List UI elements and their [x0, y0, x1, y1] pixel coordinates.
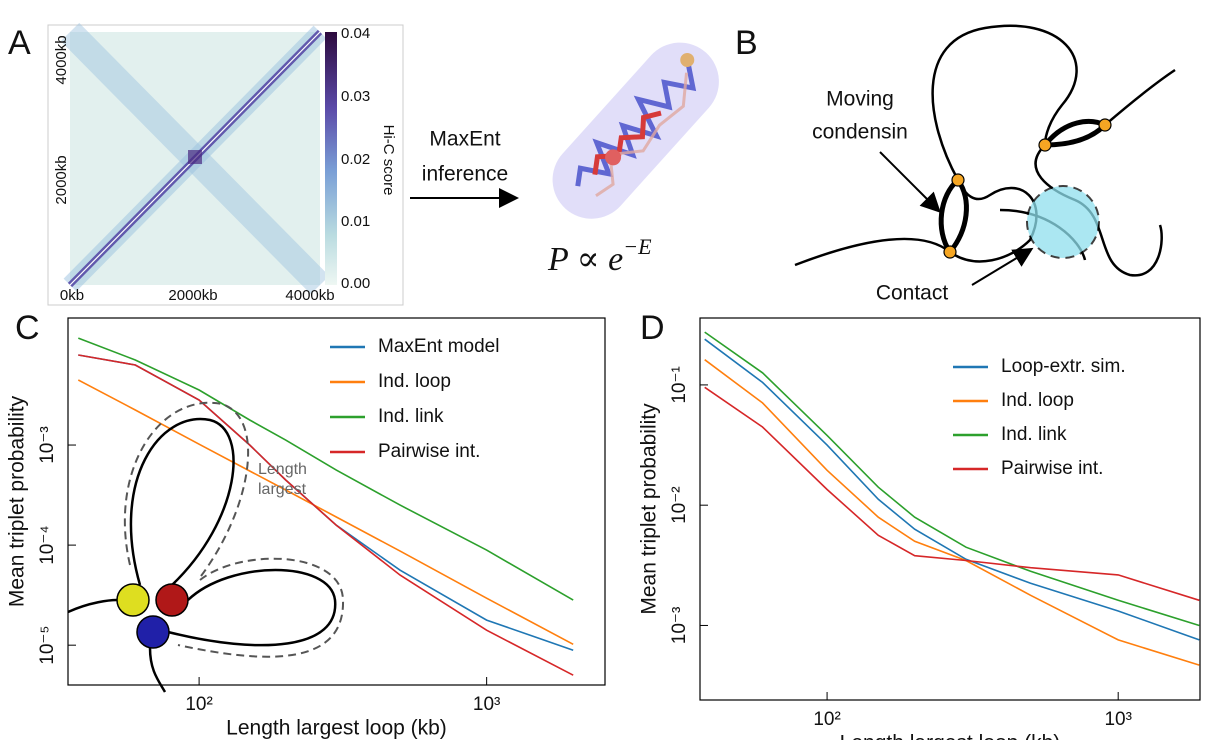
- polymer-cartoon: [794, 24, 1176, 277]
- y-tick-label: 10⁻³: [669, 607, 690, 645]
- heatmap-y-label: 2000kb: [53, 155, 70, 204]
- colorbar-label: Hi-C score: [380, 125, 397, 196]
- series-line: [77, 379, 574, 646]
- legend-label: Pairwise int.: [378, 441, 480, 462]
- series-line: [704, 386, 1200, 602]
- y-tick-label: 10⁻⁵: [37, 626, 58, 665]
- colorbar-tick: 0.01: [341, 213, 370, 230]
- series-line: [78, 354, 574, 651]
- plot-frame: [67, 317, 606, 686]
- y-axis-label: Mean triplet probability: [638, 403, 661, 615]
- colorbar-tick: 0.02: [341, 151, 370, 168]
- annotation: Moving: [826, 88, 894, 111]
- x-tick-label: 10³: [1104, 709, 1131, 730]
- condensin: [943, 118, 1112, 259]
- legend-label: MaxEnt model: [378, 336, 499, 357]
- panel-label: C: [15, 309, 40, 347]
- heatmap-x-label: 4000kb: [285, 287, 334, 304]
- legend-label: Ind. link: [378, 406, 444, 427]
- x-tick-label: 10³: [473, 694, 500, 715]
- heatmap-x-label: 0kb: [60, 287, 84, 304]
- series-line: [704, 338, 1200, 641]
- heatmap-y-label: 4000kb: [53, 35, 70, 84]
- legend-label: Pairwise int.: [1001, 458, 1103, 479]
- series-line: [704, 331, 1200, 627]
- arrow-label: MaxEnt: [429, 128, 500, 151]
- legend-label: Ind. loop: [378, 371, 451, 392]
- heatmap-x-label: 2000kb: [168, 287, 217, 304]
- panel-label: A: [8, 24, 31, 62]
- series-line: [78, 354, 574, 676]
- x-axis-label: Length largest loop (kb): [226, 717, 447, 740]
- y-tick-label: 10⁻¹: [669, 366, 690, 404]
- x-tick-label: 10²: [813, 709, 840, 730]
- inset-label: Length: [258, 461, 307, 478]
- series-line: [78, 337, 574, 601]
- y-axis-label: Mean triplet probability: [6, 395, 29, 607]
- colorbar-tick: 0.03: [341, 88, 370, 105]
- arrow: [879, 151, 941, 213]
- y-tick-label: 10⁻²: [669, 486, 690, 524]
- plot-frame: [699, 317, 1201, 701]
- legend-label: Ind. link: [1001, 424, 1067, 445]
- inset-loops: [67, 401, 345, 693]
- series-line: [704, 359, 1200, 666]
- inset-label: largest: [258, 481, 307, 498]
- x-axis-label: Length largest loop (kb): [840, 732, 1061, 740]
- annotation: condensin: [812, 121, 908, 144]
- molecule: [552, 42, 719, 219]
- y-tick-label: 10⁻³: [37, 426, 58, 464]
- x-tick-label: 10²: [185, 694, 212, 715]
- contact-circle: [1026, 185, 1100, 259]
- y-tick-label: 10⁻⁴: [37, 525, 58, 564]
- panel-label: B: [735, 24, 758, 62]
- colorbar-tick: 0.00: [341, 275, 370, 292]
- charts: 10² 10³ 10⁻³ 10⁻⁴ 10⁻⁵ Length largest loop (k…: [6, 317, 1201, 740]
- legend-label: Ind. loop: [1001, 390, 1074, 411]
- arrow: [971, 247, 1034, 286]
- legend-label: Loop-extr. sim.: [1001, 356, 1126, 377]
- panel-label: D: [640, 309, 665, 347]
- annotation: Contact: [876, 282, 949, 305]
- arrow-label: inference: [422, 163, 508, 186]
- heatmap: [47, 22, 404, 306]
- formula: P ∝ e−E: [547, 234, 652, 278]
- colorbar-tick: 0.04: [341, 25, 370, 42]
